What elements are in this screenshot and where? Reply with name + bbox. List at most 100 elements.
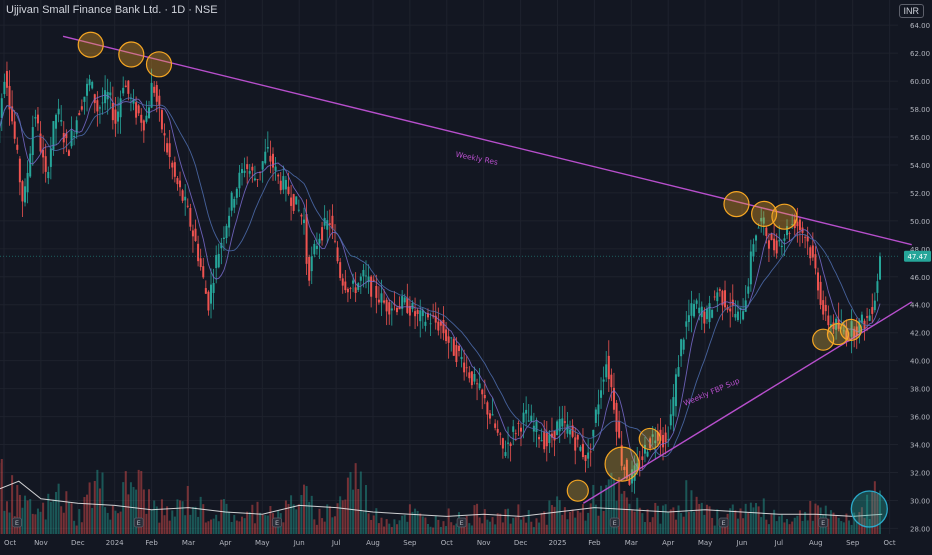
candle-body: [709, 303, 711, 322]
volume-bar: [678, 505, 680, 534]
candle-body: [758, 228, 760, 229]
volume-bar: [644, 522, 646, 534]
volume-bar: [830, 510, 832, 534]
highlight-circle: [119, 42, 144, 67]
volume-bar: [122, 482, 124, 534]
volume-bar: [734, 510, 736, 534]
volume-bar: [282, 522, 284, 534]
volume-bar: [414, 509, 416, 534]
y-tick-label: 32.00: [910, 469, 930, 477]
volume-bar: [559, 500, 561, 534]
candle-body: [507, 443, 509, 444]
volume-bar: [510, 524, 512, 534]
volume-bar: [719, 526, 721, 534]
volume-bar: [205, 522, 207, 534]
candle-body: [874, 301, 876, 310]
volume-bar: [321, 518, 323, 534]
candle-body: [703, 312, 705, 324]
volume-bar: [665, 504, 667, 534]
volume-bar: [195, 507, 197, 534]
volume-bar: [675, 520, 677, 534]
earnings-marker-label: E: [275, 519, 279, 527]
volume-bar: [269, 506, 271, 534]
x-tick-label: Apr: [662, 539, 674, 547]
volume-bar: [352, 490, 354, 534]
candle-body: [143, 120, 145, 130]
candle-body: [321, 227, 323, 240]
candle-body: [295, 196, 297, 204]
volume-highlight-circle: [851, 491, 887, 527]
volume-bar: [791, 522, 793, 534]
candle-body: [396, 308, 398, 312]
volume-bar: [104, 507, 106, 534]
candle-body: [267, 147, 269, 149]
volume-bar: [349, 472, 351, 534]
volume-bar: [187, 486, 189, 534]
currency-badge[interactable]: INR: [899, 4, 925, 18]
volume-bar: [148, 489, 150, 534]
volume-bar: [747, 513, 749, 534]
candle-body: [254, 178, 256, 180]
volume-bar: [520, 520, 522, 534]
candle-body: [603, 380, 605, 382]
volume-bar: [685, 480, 687, 534]
y-tick-label: 38.00: [910, 386, 930, 394]
candle-body: [238, 173, 240, 189]
volume-bar: [437, 520, 439, 534]
volume-bar: [479, 518, 481, 534]
x-tick-label: Oct: [4, 539, 16, 547]
volume-bar: [776, 521, 778, 534]
y-tick-label: 34.00: [910, 442, 930, 450]
candle-body: [228, 216, 230, 228]
volume-bar: [453, 525, 455, 534]
candle-body: [182, 190, 184, 200]
candle-body: [541, 440, 543, 441]
candle-body: [773, 239, 775, 251]
candle-body: [285, 180, 287, 189]
candle-body: [275, 167, 277, 171]
volume-bar: [362, 512, 364, 534]
volume-bar: [210, 520, 212, 534]
volume-bar: [851, 525, 853, 534]
candle-body: [768, 240, 770, 248]
volume-bar: [703, 515, 705, 534]
candle-body: [448, 336, 450, 342]
volume-bar: [94, 481, 96, 534]
highlight-circle: [840, 319, 861, 340]
last-price-label: 47.47: [907, 253, 927, 261]
candle-body: [24, 186, 26, 202]
volume-bar: [554, 507, 556, 534]
y-tick-label: 40.00: [910, 358, 930, 366]
volume-bar: [755, 503, 757, 534]
volume-bar: [577, 511, 579, 534]
volume-bar: [360, 472, 362, 534]
volume-bar: [303, 485, 305, 534]
volume-bar: [383, 527, 385, 534]
volume-bar: [109, 520, 111, 534]
volume-bar: [241, 517, 243, 534]
candle-body: [365, 276, 367, 277]
candle-body: [641, 456, 643, 460]
volume-bar: [24, 496, 26, 534]
candle-body: [112, 103, 114, 120]
candle-body: [391, 308, 393, 310]
candle-body: [502, 438, 504, 448]
volume-bar: [758, 506, 760, 534]
candle-body: [489, 413, 491, 418]
volume-bar: [812, 521, 814, 534]
candle-body: [608, 356, 610, 379]
candle-body: [587, 453, 589, 459]
candle-body: [535, 421, 537, 432]
candle-body: [81, 106, 83, 109]
volume-bar: [65, 491, 67, 534]
volume-bar: [238, 521, 240, 534]
volume-bar: [324, 522, 326, 534]
volume-bar: [326, 504, 328, 534]
chart-title: Ujjivan Small Finance Bank Ltd. · 1D · N…: [6, 4, 218, 16]
volume-bar: [473, 505, 475, 534]
volume-bar: [89, 482, 91, 534]
volume-bar: [231, 522, 233, 534]
volume-bar: [711, 518, 713, 534]
volume-bar: [533, 527, 535, 534]
